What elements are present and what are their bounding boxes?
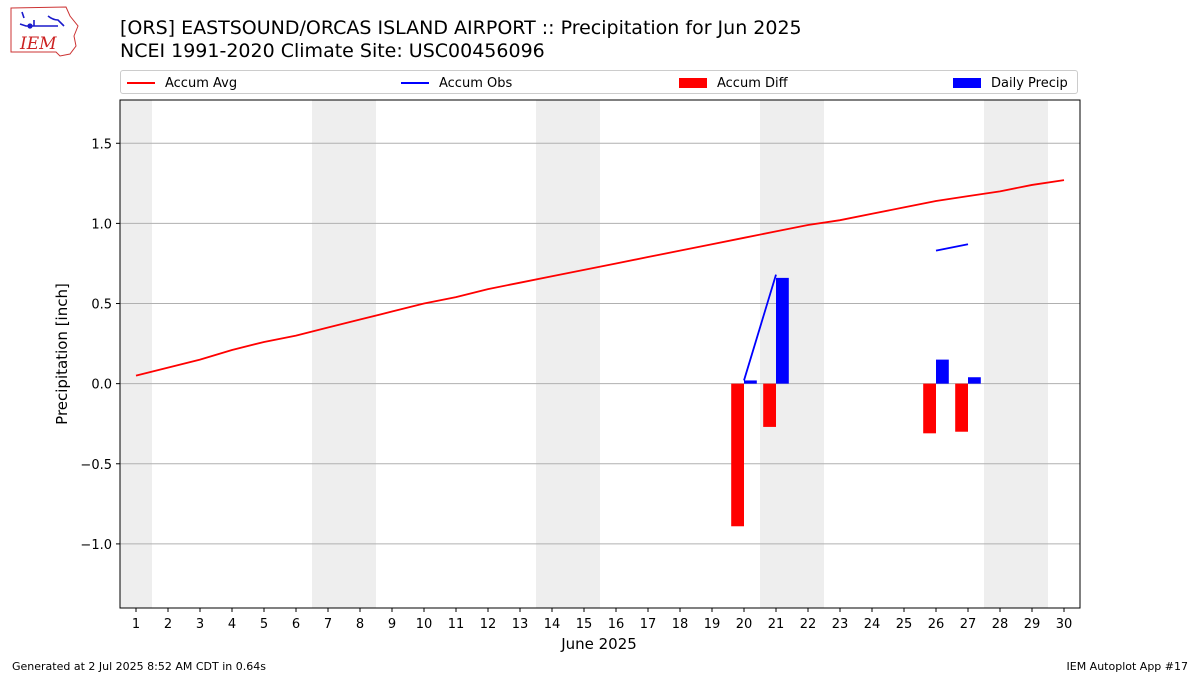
x-tick-label: 15: [576, 617, 593, 632]
accum-diff-bar: [955, 383, 968, 432]
gridlines: [120, 142, 1080, 545]
x-tick-label: 4: [228, 617, 236, 632]
accum-avg-line: [135, 179, 1065, 377]
daily-precip-bar: [744, 380, 757, 384]
accum-obs-line: [935, 243, 969, 252]
lines: [135, 179, 1065, 381]
x-tick-label: 30: [1056, 617, 1073, 632]
legend-item-daily-precip: Daily Precip: [953, 74, 1068, 92]
weekend-band: [312, 100, 376, 608]
iem-logo: IEM: [10, 6, 79, 57]
x-axis-label: June 2025: [560, 635, 637, 653]
x-tick-label: 24: [864, 617, 881, 632]
x-tick-label: 17: [640, 617, 657, 632]
legend-label-daily-precip: Daily Precip: [991, 75, 1068, 91]
x-tick-label: 11: [448, 617, 465, 632]
x-tick-label: 21: [768, 617, 785, 632]
x-tick-label: 29: [1024, 617, 1041, 632]
y-tick-label: −1.0: [80, 538, 112, 553]
logo-text: IEM: [19, 34, 57, 54]
x-tick-label: 8: [356, 617, 364, 632]
x-tick-label: 1: [132, 617, 140, 632]
legend-swatch-accum-obs: [401, 82, 429, 84]
legend-swatch-accum-diff: [679, 78, 707, 88]
footer-generated: Generated at 2 Jul 2025 8:52 AM CDT in 0…: [12, 660, 266, 673]
x-tick-label: 16: [608, 617, 625, 632]
y-axis-ticks: −1.0 −0.5 0.0 0.5 1.0 1.5: [80, 137, 120, 553]
chart-subtitle: NCEI 1991-2020 Climate Site: USC00456096: [120, 40, 545, 62]
legend: Accum Avg Accum Obs Accum Diff Daily Pre…: [120, 70, 1078, 94]
legend-item-accum-obs: Accum Obs: [401, 74, 512, 92]
x-tick-label: 12: [480, 617, 497, 632]
x-tick-label: 28: [992, 617, 1009, 632]
x-tick-label: 20: [736, 617, 753, 632]
weekend-band: [536, 100, 600, 608]
legend-label-accum-obs: Accum Obs: [439, 75, 513, 91]
x-tick-label: 26: [928, 617, 945, 632]
legend-swatch-daily-precip: [953, 78, 981, 88]
x-tick-label: 14: [544, 617, 561, 632]
x-axis-ticks: 1 2 3 4 5 6 7 8 9 10 11 12 13 14 15 16 17 18 19 20 21 22 23 24 2…: [132, 608, 1072, 632]
daily-precip-bar: [776, 277, 789, 384]
plot-border: [119, 99, 1081, 609]
x-tick-label: 3: [196, 617, 204, 632]
weekend-band: [760, 100, 824, 608]
accum-diff-bar: [923, 383, 936, 434]
accum-diff-bar: [731, 383, 744, 527]
daily-precip-bar: [968, 377, 981, 384]
x-tick-label: 27: [960, 617, 977, 632]
x-tick-label: 13: [512, 617, 529, 632]
accum-obs-line: [743, 274, 777, 381]
x-tick-label: 5: [260, 617, 268, 632]
x-tick-label: 9: [388, 617, 396, 632]
legend-swatch-accum-avg: [127, 82, 155, 84]
x-tick-label: 7: [324, 617, 332, 632]
bars: [731, 277, 981, 527]
y-tick-label: −0.5: [80, 458, 112, 473]
y-tick-label: 0.0: [91, 378, 112, 393]
x-tick-label: 25: [896, 617, 913, 632]
x-tick-label: 23: [832, 617, 849, 632]
x-tick-label: 2: [164, 617, 172, 632]
y-axis-label: Precipitation [inch]: [53, 283, 71, 425]
y-tick-label: 1.0: [91, 217, 112, 232]
daily-precip-bar: [936, 359, 949, 384]
x-tick-label: 22: [800, 617, 817, 632]
footer-app: IEM Autoplot App #17: [1066, 660, 1189, 673]
x-tick-label: 18: [672, 617, 689, 632]
chart-title: [ORS] EASTSOUND/ORCAS ISLAND AIRPORT :: …: [120, 17, 802, 39]
legend-item-accum-avg: Accum Avg: [127, 74, 237, 92]
weekend-band: [120, 100, 152, 608]
x-tick-label: 6: [292, 617, 300, 632]
x-tick-label: 10: [416, 617, 433, 632]
legend-label-accum-diff: Accum Diff: [717, 75, 788, 91]
legend-label-accum-avg: Accum Avg: [165, 75, 238, 91]
plot-frame: [119, 99, 1081, 609]
weekend-band: [984, 100, 1048, 608]
x-tick-label: 19: [704, 617, 721, 632]
legend-item-accum-diff: Accum Diff: [679, 74, 788, 92]
y-tick-label: 0.5: [91, 298, 112, 313]
weekend-shading: [120, 100, 1048, 608]
y-tick-label: 1.5: [91, 137, 112, 152]
accum-diff-bar: [763, 383, 776, 427]
